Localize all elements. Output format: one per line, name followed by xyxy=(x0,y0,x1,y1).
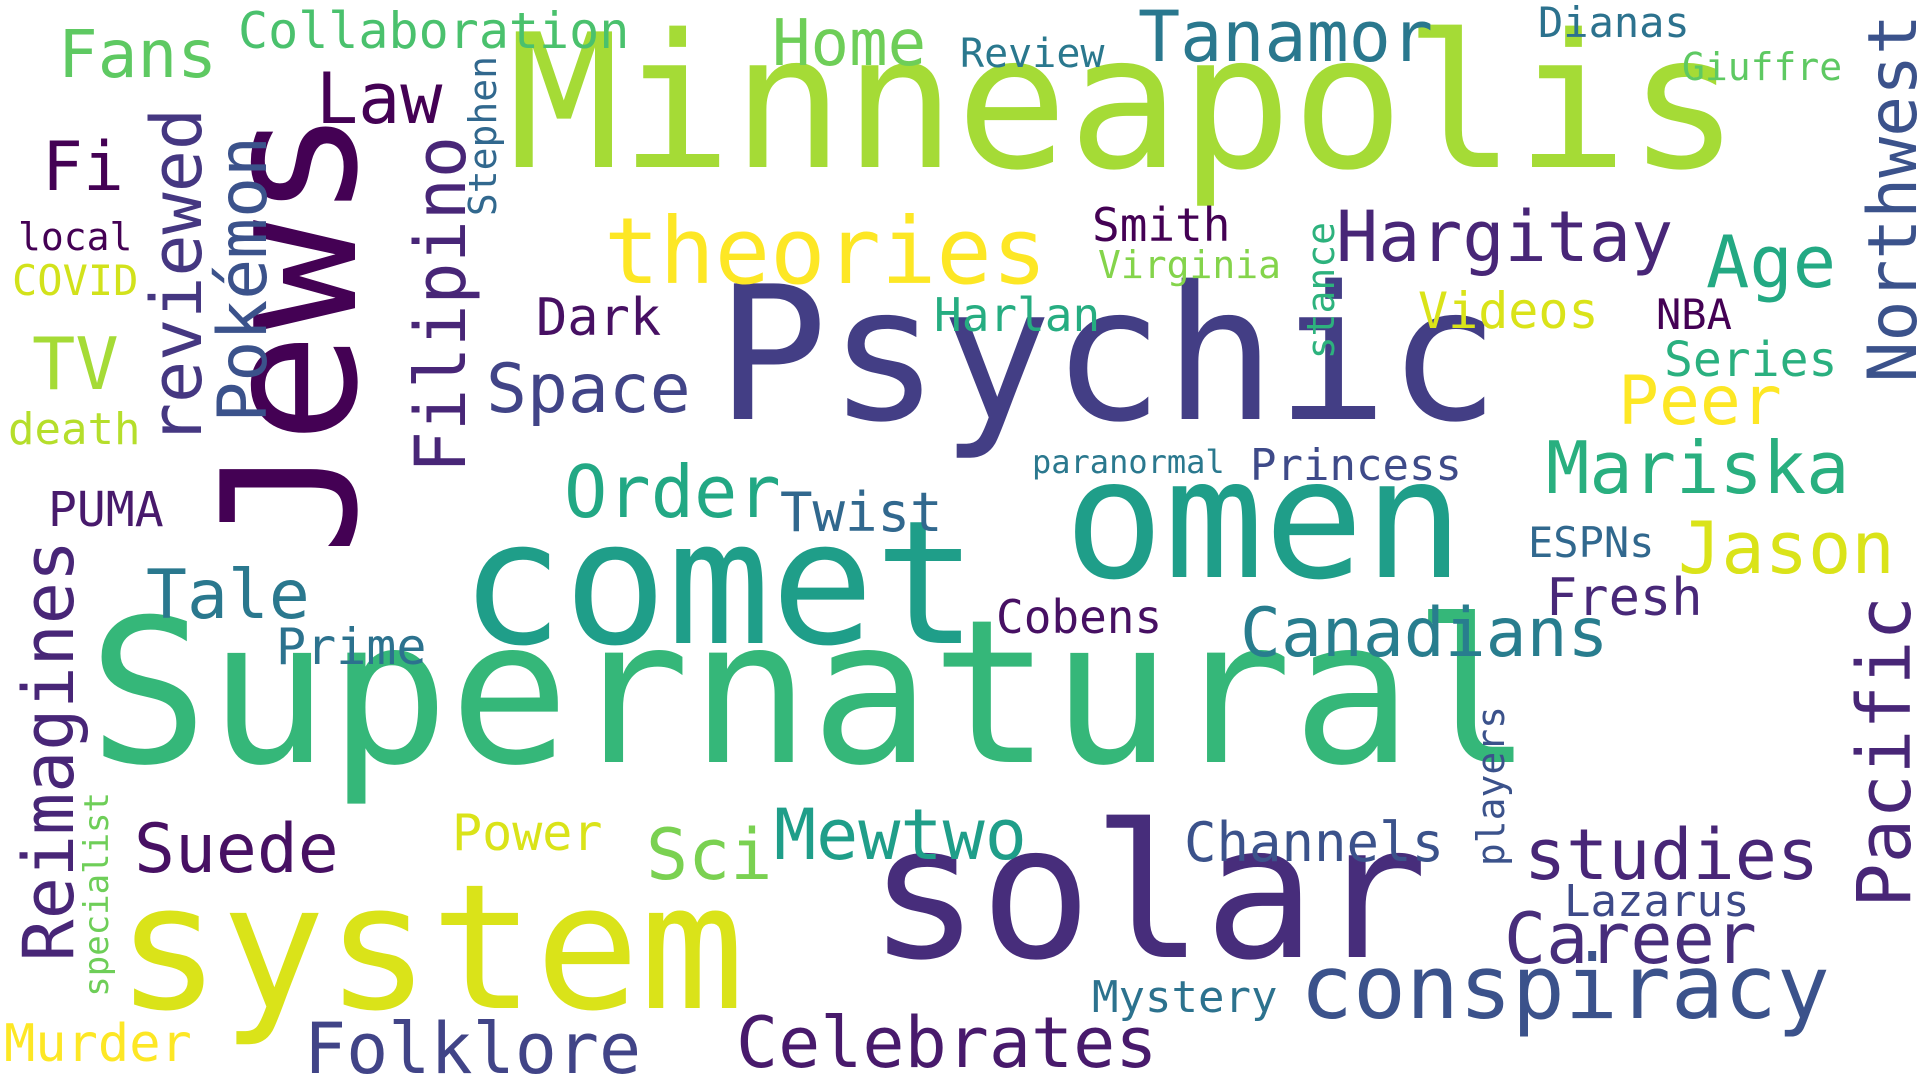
word-covid: COVID xyxy=(12,256,139,305)
word-hargitay: Hargitay xyxy=(1336,196,1674,278)
word-tanamor: Tanamor xyxy=(1138,0,1434,78)
word-smith: Smith xyxy=(1092,198,1231,252)
word-age: Age xyxy=(1706,220,1837,304)
word-virginia: Virginia xyxy=(1098,243,1282,287)
word-puma: PUMA xyxy=(48,482,164,538)
word-studies: studies xyxy=(1524,814,1820,896)
word-career: Career xyxy=(1504,898,1757,980)
word-reviewed: reviewed xyxy=(136,108,218,446)
word-harlan: Harlan xyxy=(934,288,1101,342)
word-espns: ESPNs xyxy=(1528,518,1655,567)
word-death: death xyxy=(8,404,141,455)
word-twist: Twist xyxy=(780,481,943,544)
word-giuffre: Giuffre xyxy=(1682,45,1843,89)
word-mariska: Mariska xyxy=(1546,426,1850,510)
word-power: Power xyxy=(452,804,603,862)
word-dark: Dark xyxy=(536,288,662,348)
word-stephen: Stephen xyxy=(461,56,505,217)
word-home: Home xyxy=(772,7,927,81)
word-space: Space xyxy=(486,350,691,429)
word-specialist: specialist xyxy=(77,792,117,997)
word-suede: Suede xyxy=(134,810,339,889)
word-stance: stance xyxy=(1299,222,1343,360)
word-collaboration: Collaboration xyxy=(238,2,630,60)
word-mewtwo: Mewtwo xyxy=(774,794,1027,876)
word-princess: Princess xyxy=(1250,440,1462,491)
word-folklore: Folklore xyxy=(304,1008,642,1080)
word-minneapolis: Minneapolis xyxy=(508,0,1740,211)
word-psychic: Psychic xyxy=(716,246,1500,463)
word-videos: Videos xyxy=(1418,282,1599,340)
word-system: system xyxy=(116,847,745,1050)
word-murder: Murder xyxy=(4,1014,192,1074)
word-dianas: Dianas xyxy=(1538,0,1690,47)
word-fi: Fi xyxy=(42,128,124,207)
word-canadians: Canadians xyxy=(1240,594,1609,673)
word-jason: Jason xyxy=(1678,506,1895,590)
word-paranormal: paranormal xyxy=(1032,443,1225,481)
word-fresh: Fresh xyxy=(1546,568,1703,628)
word-celebrates: Celebrates xyxy=(736,1002,1158,1080)
word-players: players xyxy=(1469,706,1513,867)
word-theories: theories xyxy=(604,198,1048,305)
word-sci: Sci xyxy=(646,814,773,896)
word-pacific: Pacific xyxy=(1842,596,1920,908)
word-channels: Channels xyxy=(1184,811,1445,874)
word-supernatural: Supernatural xyxy=(88,577,1533,810)
word-conspiracy: conspiracy xyxy=(1300,936,1830,1039)
word-comet: comet xyxy=(460,483,978,684)
word-tv: TV xyxy=(32,322,119,406)
word-solar: solar xyxy=(868,784,1428,1001)
word-local: local xyxy=(18,215,133,259)
word-omen: omen xyxy=(1064,424,1464,617)
word-law: Law xyxy=(316,58,443,140)
word-mystery: Mystery xyxy=(1092,972,1278,1023)
word-cobens: Cobens xyxy=(996,590,1163,644)
word-tale: Tale xyxy=(146,556,310,635)
word-peer: Peer xyxy=(1618,362,1782,441)
word-nba: NBA xyxy=(1656,290,1732,339)
word-northwest: Northwest xyxy=(1854,14,1920,383)
word-reimagines: Reimagines xyxy=(8,540,90,962)
word-fans: Fans xyxy=(58,16,217,93)
word-series: Series xyxy=(1664,332,1838,388)
word-prime: Prime xyxy=(276,618,427,676)
word-pokemon: Pokémon xyxy=(204,136,283,423)
word-order: Order xyxy=(564,450,781,534)
word-review: Review xyxy=(960,31,1105,77)
word-lazarus: Lazarus xyxy=(1564,876,1750,927)
